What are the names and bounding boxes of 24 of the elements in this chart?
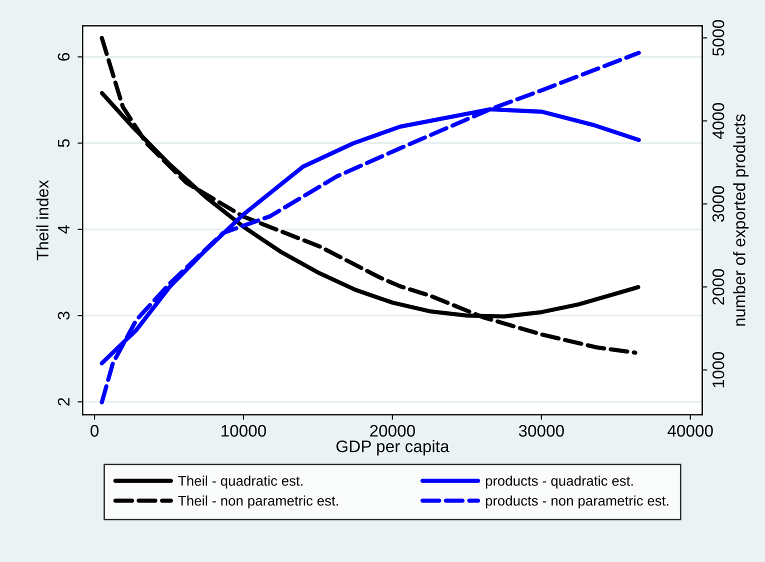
y2-tick-label: 1000 bbox=[712, 352, 724, 388]
y-tick-label: 5 bbox=[58, 139, 70, 148]
line-series bbox=[100, 36, 638, 355]
legend-label: Theil - quadratic est. bbox=[178, 476, 302, 489]
y-tick-label: 4 bbox=[58, 225, 70, 234]
x-tick-label: 10000 bbox=[222, 424, 266, 437]
y-tick-label: 6 bbox=[58, 52, 70, 61]
x-axis-title: GDP per capita bbox=[336, 440, 450, 456]
y2-tick-label: 4000 bbox=[712, 103, 724, 140]
legend-label: products - quadratic est. bbox=[486, 476, 633, 489]
x-tick-label: 20000 bbox=[370, 424, 415, 437]
x-tick-label: 30000 bbox=[518, 424, 564, 437]
y2-tick-label: 5000 bbox=[712, 20, 724, 56]
x-tick-label: 0 bbox=[90, 424, 99, 437]
y-tick-label: 3 bbox=[58, 312, 70, 320]
legend-label: products - non parametric est. bbox=[486, 495, 668, 508]
y2-tick-label: 3000 bbox=[712, 186, 724, 222]
y-tick-label: 2 bbox=[58, 398, 70, 406]
y-axis-title: Theil index bbox=[36, 180, 49, 260]
x-tick-label: 40000 bbox=[668, 424, 713, 437]
y2-axis-title: number of exported products bbox=[733, 114, 749, 326]
line-series bbox=[100, 50, 641, 404]
legend-label: Theil - non parametric est. bbox=[178, 495, 338, 508]
y2-tick-label: 2000 bbox=[712, 269, 724, 305]
